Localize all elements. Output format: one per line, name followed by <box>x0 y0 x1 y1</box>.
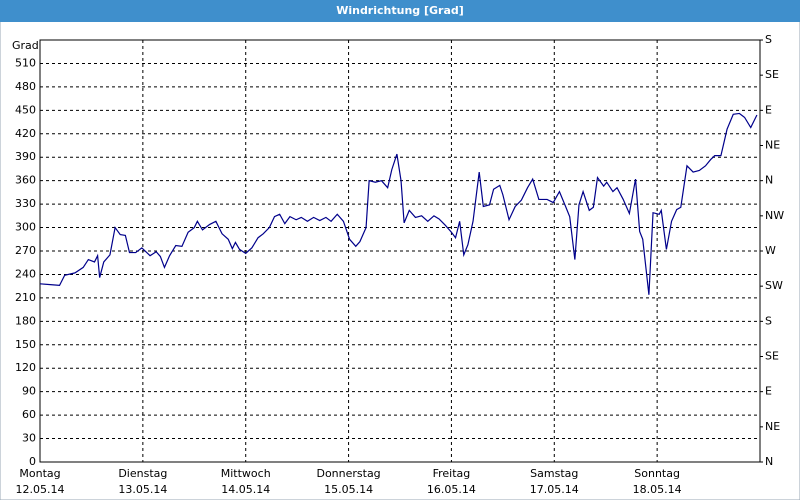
x-tick-label: Samstag <box>530 467 578 480</box>
y-tick-label: 360 <box>15 174 36 187</box>
y2-tick-label: E <box>765 103 772 116</box>
y-tick-label: 90 <box>22 385 36 398</box>
y-tick-label: 330 <box>15 197 36 210</box>
x-tick-date: 14.05.14 <box>221 483 270 496</box>
y2-tick-label: SE <box>765 350 779 363</box>
chart-title: Windrichtung [Grad] <box>336 4 464 17</box>
x-tick-date: 15.05.14 <box>324 483 373 496</box>
y-tick-label: 450 <box>15 103 36 116</box>
x-tick-date: 17.05.14 <box>530 483 579 496</box>
y2-tick-label: N <box>765 455 773 468</box>
x-tick-date: 18.05.14 <box>633 483 682 496</box>
line-series <box>39 112 758 295</box>
y-tick-label: 150 <box>15 338 36 351</box>
y-tick-label: 270 <box>15 244 36 257</box>
x-tick-label: Sonntag <box>634 467 680 480</box>
y2-tick-label: NW <box>765 209 784 222</box>
x-tick-label: Dienstag <box>118 467 167 480</box>
y-tick-label: 420 <box>15 127 36 140</box>
y2-tick-label: E <box>765 385 772 398</box>
y-tick-label: 0 <box>29 455 36 468</box>
y-axis-label: Grad <box>12 39 39 52</box>
y-tick-label: 390 <box>15 150 36 163</box>
y2-tick-label: SE <box>765 68 779 81</box>
y-tick-label: 510 <box>15 56 36 69</box>
x-tick-date: 12.05.14 <box>16 483 65 496</box>
y2-tick-label: SW <box>765 279 783 292</box>
y2-tick-label: S <box>765 314 772 327</box>
x-tick-label: Mittwoch <box>221 467 271 480</box>
y-tick-label: 240 <box>15 267 36 280</box>
y2-tick-label: NE <box>765 420 780 433</box>
x-tick-label: Donnerstag <box>316 467 380 480</box>
y2-tick-label: N <box>765 174 773 187</box>
y-tick-label: 60 <box>22 408 36 421</box>
x-tick-label: Freitag <box>433 467 471 480</box>
y-tick-label: 300 <box>15 221 36 234</box>
title-bar <box>0 0 800 22</box>
y-tick-label: 120 <box>15 361 36 374</box>
x-tick-date: 13.05.14 <box>118 483 167 496</box>
y2-tick-label: NE <box>765 139 780 152</box>
y-tick-label: 210 <box>15 291 36 304</box>
x-tick-date: 16.05.14 <box>427 483 476 496</box>
y2-tick-label: W <box>765 244 776 257</box>
y2-tick-label: S <box>765 33 772 46</box>
y-tick-label: 30 <box>22 432 36 445</box>
x-tick-label: Montag <box>19 467 60 480</box>
y-tick-label: 480 <box>15 80 36 93</box>
y-tick-label: 180 <box>15 314 36 327</box>
